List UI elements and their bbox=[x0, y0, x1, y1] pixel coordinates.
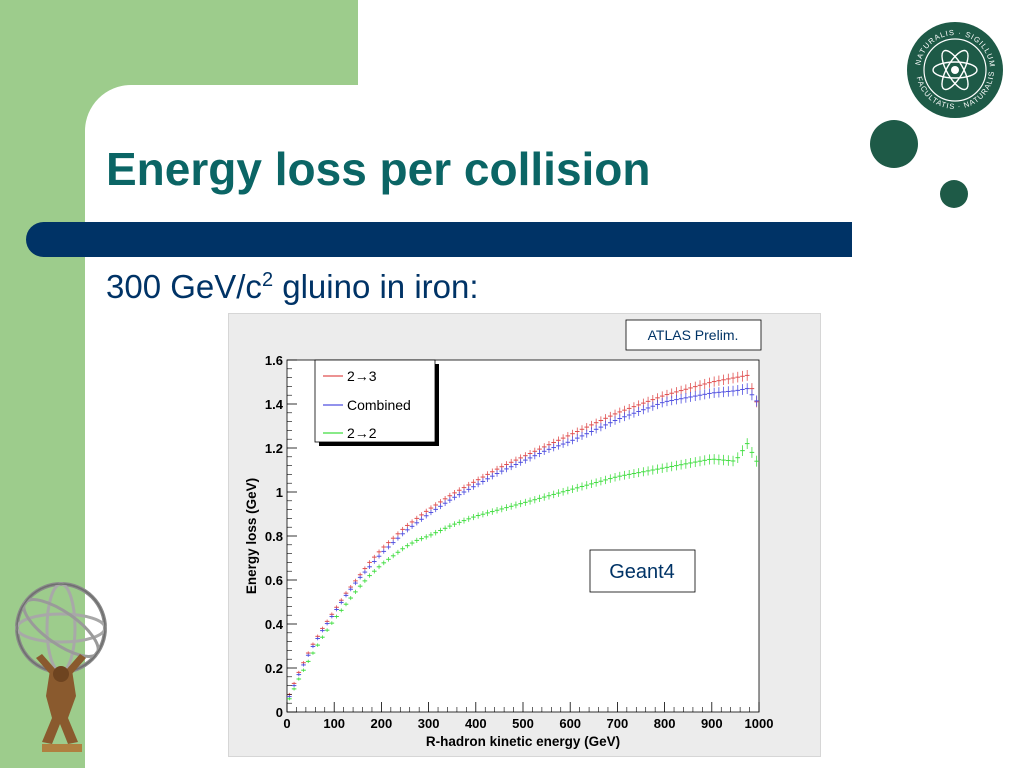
x-tick-label: 900 bbox=[701, 716, 723, 731]
decorative-dot-small bbox=[940, 180, 968, 208]
subtitle-superscript: 2 bbox=[261, 269, 274, 291]
atlas-prelim-annotation: ATLAS Prelim. bbox=[625, 319, 762, 351]
atlas-statue-icon bbox=[15, 582, 107, 752]
geant4-text: Geant4 bbox=[609, 561, 675, 583]
energy-loss-chart: 0 100 200 300 400 500 600 700 800 900 1000 0 0.2 0.4 0… bbox=[228, 313, 821, 757]
y-tick-label: 1.2 bbox=[265, 441, 283, 456]
y-tick-label: 1.6 bbox=[265, 353, 283, 368]
y-tick-label: 1 bbox=[276, 485, 283, 500]
subtitle-main: 300 GeV/c bbox=[106, 268, 262, 305]
geant4-annotation: Geant4 bbox=[589, 549, 696, 593]
x-tick-label: 200 bbox=[371, 716, 393, 731]
series-1 bbox=[287, 383, 759, 699]
y-tick-label: 1.4 bbox=[265, 397, 284, 412]
x-tick-label: 1000 bbox=[745, 716, 774, 731]
x-tick-label: 500 bbox=[512, 716, 534, 731]
legend-label-2to3: 2→3 bbox=[347, 368, 377, 384]
x-tick-label: 0 bbox=[283, 716, 290, 731]
x-tick-label: 700 bbox=[607, 716, 629, 731]
title-underline-bar bbox=[26, 222, 852, 257]
y-axis-label: Energy loss (GeV) bbox=[244, 478, 259, 594]
x-tick-label: 100 bbox=[323, 716, 345, 731]
legend: 2→3 Combined 2→2 bbox=[314, 359, 439, 446]
series-2 bbox=[287, 438, 759, 701]
slide-subtitle: 300 GeV/c2 gluino in iron: bbox=[106, 268, 479, 306]
x-tick-label: 300 bbox=[418, 716, 440, 731]
atlas-prelim-text: ATLAS Prelim. bbox=[648, 327, 739, 343]
x-axis-label: R-hadron kinetic energy (GeV) bbox=[426, 734, 620, 749]
x-tick-label: 400 bbox=[465, 716, 487, 731]
y-tick-label: 0 bbox=[276, 705, 283, 720]
legend-label-2to2: 2→2 bbox=[347, 425, 377, 441]
chart-canvas: 0 100 200 300 400 500 600 700 800 900 1000 0 0.2 0.4 0… bbox=[229, 314, 820, 756]
y-tick-label: 0.8 bbox=[265, 529, 283, 544]
y-tick-label: 0.4 bbox=[265, 617, 284, 632]
decorative-dot-large bbox=[870, 120, 918, 168]
slide-title: Energy loss per collision bbox=[106, 143, 651, 195]
x-tick-label: 600 bbox=[559, 716, 581, 731]
x-tick-label: 800 bbox=[654, 716, 676, 731]
university-seal-icon: NATURALIS · SIGILLUM FACULTATIS · NATURA… bbox=[907, 22, 1003, 118]
legend-label-combined: Combined bbox=[347, 397, 411, 413]
y-tick-label: 0.2 bbox=[265, 661, 283, 676]
subtitle-rest: gluino in iron: bbox=[273, 268, 479, 305]
y-tick-label: 0.6 bbox=[265, 573, 283, 588]
